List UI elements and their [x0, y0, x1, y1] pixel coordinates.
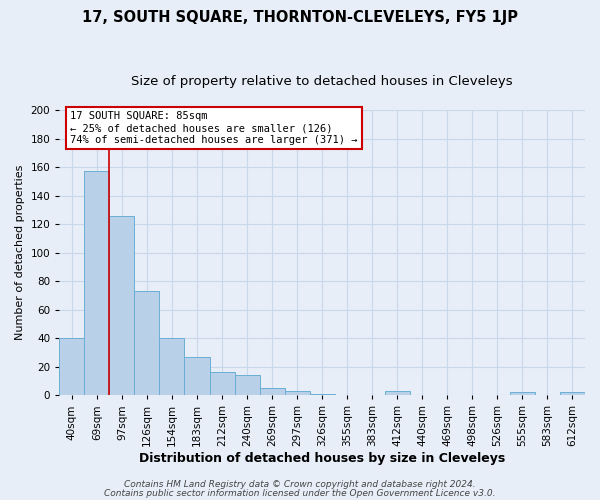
- Text: 17 SOUTH SQUARE: 85sqm
← 25% of detached houses are smaller (126)
74% of semi-de: 17 SOUTH SQUARE: 85sqm ← 25% of detached…: [70, 112, 358, 144]
- Bar: [284, 391, 310, 396]
- Bar: [310, 394, 335, 396]
- Y-axis label: Number of detached properties: Number of detached properties: [15, 165, 25, 340]
- Bar: [109, 216, 134, 396]
- Title: Size of property relative to detached houses in Cleveleys: Size of property relative to detached ho…: [131, 75, 513, 88]
- Bar: [235, 376, 260, 396]
- Bar: [59, 338, 85, 396]
- Bar: [184, 357, 209, 396]
- Text: Contains public sector information licensed under the Open Government Licence v3: Contains public sector information licen…: [104, 488, 496, 498]
- Bar: [510, 392, 535, 396]
- X-axis label: Distribution of detached houses by size in Cleveleys: Distribution of detached houses by size …: [139, 452, 505, 465]
- Bar: [85, 172, 109, 396]
- Text: Contains HM Land Registry data © Crown copyright and database right 2024.: Contains HM Land Registry data © Crown c…: [124, 480, 476, 489]
- Bar: [260, 388, 284, 396]
- Bar: [385, 391, 410, 396]
- Bar: [209, 372, 235, 396]
- Bar: [160, 338, 184, 396]
- Bar: [560, 392, 585, 396]
- Bar: [134, 291, 160, 396]
- Text: 17, SOUTH SQUARE, THORNTON-CLEVELEYS, FY5 1JP: 17, SOUTH SQUARE, THORNTON-CLEVELEYS, FY…: [82, 10, 518, 25]
